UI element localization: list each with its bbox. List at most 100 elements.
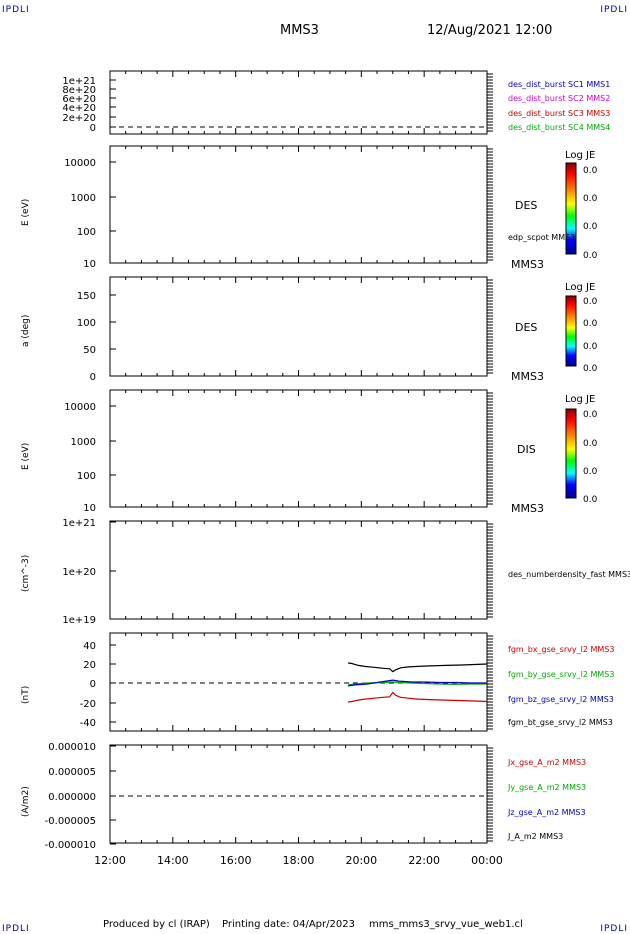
p4-colorbar [565,408,577,499]
p2-y-tick-label: 10 [83,259,96,270]
p6-legend-by: fgm_by_gse_srvy_l2 MMS3 [508,670,615,679]
p2-y-tick-label: 10000 [64,158,96,169]
footer-produced: Produced by cl (IRAP) [103,919,210,930]
p2-colorbar-tick: 0.0 [583,166,598,176]
series-line-bx [348,691,488,703]
x-tick-label: 18:00 [283,854,315,867]
p3-y-tick-label: 50 [83,345,96,356]
series-line-bt [348,662,488,673]
p1-y-tick-label: 8e+20 [62,85,96,96]
p2-colorbar-tick: 0.0 [583,194,598,204]
x-tick-label: 22:00 [408,854,440,867]
p1-y-tick-label: 1e+21 [62,76,96,87]
p6-ylabel: (nT) [21,685,31,704]
p1-legend-mms1: des_dist_burst SC1 MMS1 [508,80,611,89]
p3-colorbar-tick: 0.0 [583,297,598,307]
p7-legend-jz: Jz_gse_A_m2 MMS3 [508,808,586,817]
p6-y-tick-label: 40 [83,641,96,652]
p2-colorbar [565,162,577,255]
p2-colorbar-tick: 0.0 [583,251,598,261]
p7-legend-jx: Jx_gse_A_m2 MMS3 [508,758,587,767]
p2-colorbar-tick: 0.0 [583,222,598,232]
p4-colorbar-tick: 0.0 [583,439,598,449]
series-line-bz [348,679,487,687]
footer-printing-date: Printing date: 04/Apr/2023 [222,919,355,930]
p1-frame [109,70,488,135]
p6-y-tick-label: 0 [90,679,96,690]
p7-y-tick-label: -0.000005 [45,816,96,827]
p3-colorbar-tick: 0.0 [583,364,598,374]
axis-ticks [109,71,493,845]
p5-ylabel: (cm^-3) [21,554,31,592]
p2-instrument-label: DES [515,199,538,212]
p4-y-tick-label: 100 [77,471,96,482]
p3-y-tick-label: 0 [90,372,96,383]
p4-y-tick-label: 10000 [64,402,96,413]
p7-y-tick-label: 0.000000 [48,792,96,803]
p4-colorbar-title: Log JE [565,394,596,405]
spacecraft-title: MMS3 [280,23,319,38]
p6-legend-bx: fgm_bx_gse_srvy_l2 MMS3 [508,645,615,654]
p3-y-tick-label: 150 [77,291,96,302]
p2-overlay-label: edp_scpot MMS3 [508,233,576,242]
p1-y-tick-label: 6e+20 [62,94,96,105]
x-tick-label: 16:00 [220,854,252,867]
p7-frame [109,744,488,844]
p2-y-tick-label: 1000 [71,193,96,204]
corner-label-bottom-left: IPDLI [2,924,30,934]
x-tick-labels: 12:00 14:00 16:00 18:00 20:00 22:00 00:00 [94,854,503,867]
footer-filename: mms_mms3_srvy_vue_web1.cl [369,919,523,930]
p1-legend-mms3: des_dist_burst SC3 MMS3 [508,109,611,118]
p4-ylabel: E (eV) [21,442,31,470]
p6-y-tick-label: -40 [80,718,96,729]
p4-instrument-label: DIS [517,443,536,456]
y-tick-labels: 1e+218e+206e+204e+202e+20010000100010010… [45,76,96,851]
p1-legend-mms2: des_dist_burst SC2 MMS2 [508,94,611,103]
p4-sc-label: MMS3 [511,502,544,515]
p5-y-tick-label: 1e+21 [62,518,96,529]
p6-legend-bz: fgm_bz_gse_srvy_l2 MMS3 [508,695,614,704]
p5-y-tick-label: 1e+19 [62,615,96,626]
p7-y-tick-label: 0.000005 [48,767,96,778]
corner-label-top-left: IPDLI [2,5,30,15]
corner-label-bottom-right: IPDLI [600,924,628,934]
x-tick-label: 12:00 [94,854,126,867]
x-tick-label: 00:00 [471,854,503,867]
p3-colorbar-tick: 0.0 [583,342,598,352]
p1-y-tick-label: 4e+20 [62,103,96,114]
p7-legend-j: J_A_m2 MMS3 [508,832,564,841]
p3-colorbar [565,295,577,367]
p3-colorbar-tick: 0.0 [583,319,598,329]
p4-frame [109,389,488,508]
p4-colorbar-tick: 0.0 [583,467,598,477]
series-line-by [348,681,487,686]
p3-colorbar-title: Log JE [565,282,596,293]
p1-y-tick-label: 0 [90,123,96,134]
p2-ylabel: E (eV) [21,198,31,226]
p3-frame [109,276,488,377]
p3-y-tick-label: 100 [77,318,96,329]
p6-y-tick-label: 20 [83,660,96,671]
x-tick-label: 20:00 [345,854,377,867]
x-tick-label: 14:00 [157,854,189,867]
data-curves [110,126,577,797]
p2-colorbar-title: Log JE [565,150,596,161]
p7-y-tick-label: 0.000010 [48,742,96,753]
p1-y-tick-label: 2e+20 [62,113,96,124]
corner-label-top-right: IPDLI [600,5,628,15]
p4-y-tick-label: 10 [83,503,96,514]
date-title: 12/Aug/2021 12:00 [427,23,553,38]
p2-sc-label: MMS3 [511,258,544,271]
p3-instrument-label: DES [515,321,538,334]
p6-y-tick-label: -20 [80,699,96,710]
p3-ylabel: a (deg) [21,314,31,347]
p6-legend-bt: fgm_bt_gse_srvy_l2 MMS3 [508,718,613,727]
p5-legend-density: des_numberdensity_fast MMS3 [508,570,630,579]
p1-legend-mms4: des_dist_burst SC4 MMS4 [508,123,611,132]
p7-legend-jy: Jy_gse_A_m2 MMS3 [508,783,587,792]
p7-y-tick-label: -0.000010 [45,840,96,851]
p4-y-tick-label: 1000 [71,437,96,448]
p5-frame [109,520,488,620]
p4-colorbar-tick: 0.0 [583,495,598,505]
